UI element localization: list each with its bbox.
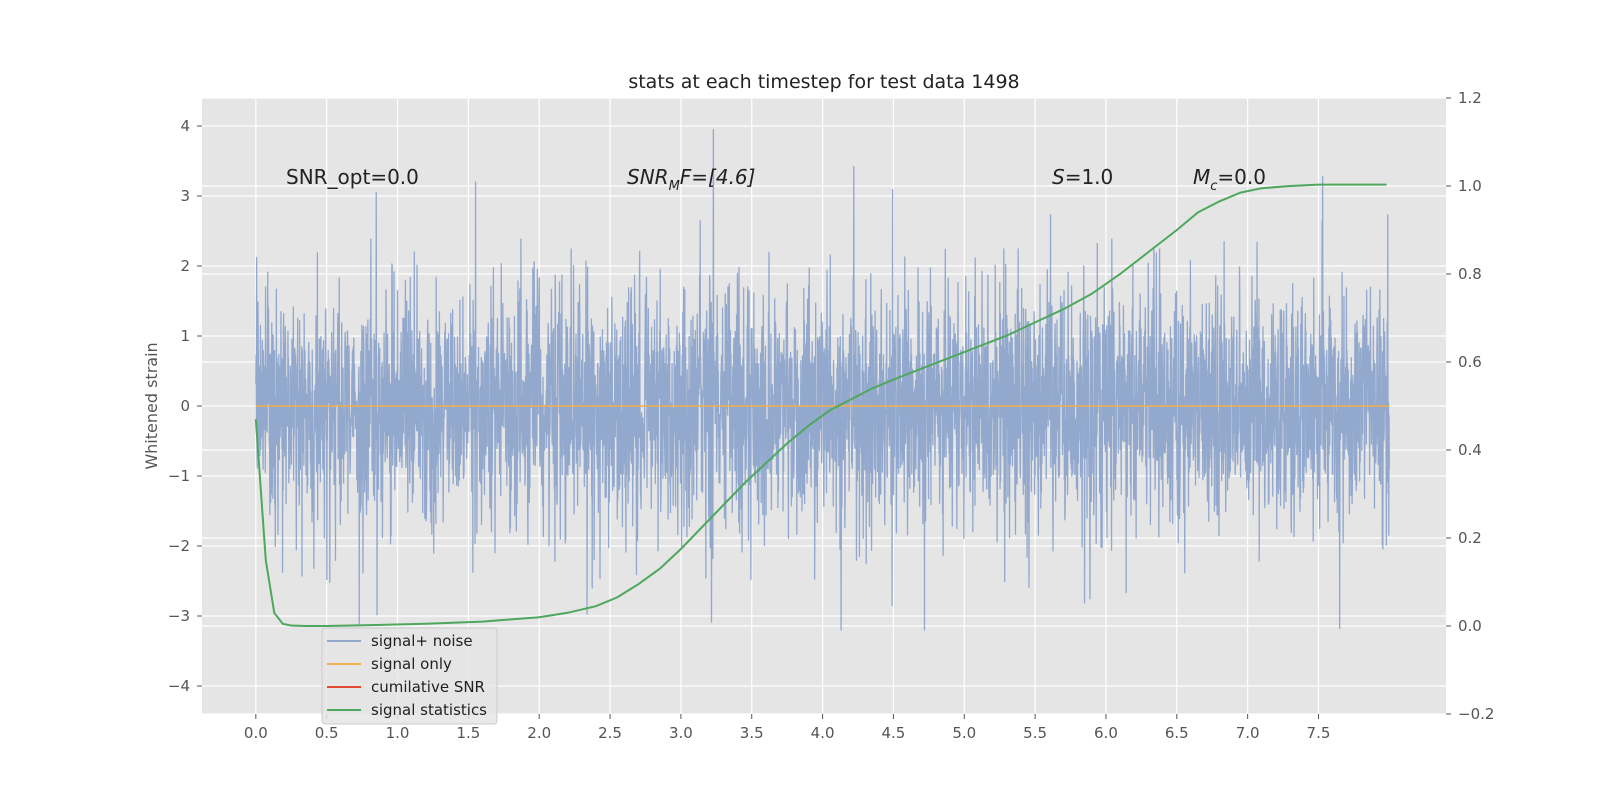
x-tick-label: 7.5 [1307,724,1331,742]
y-tick-label: −2 [168,537,190,555]
x-axis-ticks: 0.0 0.5 1.0 1.5 2.0 2.5 3.0 3.5 4.0 4.5 5.0 5.5 6.0 6… [244,714,1331,742]
y2-tick-label: 0.6 [1458,353,1482,371]
y-axis-label: Whitened strain [142,342,161,469]
y-tick-label: 3 [180,187,190,205]
legend-label-signal-statistics: signal statistics [371,701,487,719]
legend-box [321,627,498,725]
annotation-snr-mf: SNRMF=[4.6] [627,165,755,194]
y2-tick-label: 0.4 [1458,441,1482,459]
annotation-snr-opt: SNR_opt=0.0 [286,165,419,189]
x-tick-label: 6.5 [1165,724,1189,742]
legend-label-signal-noise: signal+ noise [371,632,473,650]
y-tick-label: −4 [168,677,190,695]
x-tick-label: 3.5 [740,724,764,742]
x-tick-label: 0.5 [315,724,339,742]
y-tick-label: −3 [168,607,190,625]
legend: signal+ noise signal only cumilative SNR… [321,627,498,725]
chart-title: stats at each timestep for test data 149… [628,71,1019,93]
signal-noise-series [255,128,1390,631]
y-tick-label: 2 [180,257,190,275]
x-tick-label: 6.0 [1094,724,1118,742]
x-tick-label: 5.5 [1023,724,1047,742]
annotation-mc: Mc=0.0 [1193,165,1266,194]
y-tick-label: 4 [180,117,190,135]
x-tick-label: 2.5 [598,724,622,742]
annotation-s: S=1.0 [1052,165,1113,189]
y2-tick-label: 1.2 [1458,89,1482,107]
y2-tick-label: 1.0 [1458,177,1482,195]
x-tick-label: 7.0 [1236,724,1260,742]
x-tick-label: 1.5 [456,724,480,742]
y2-tick-label: 0.2 [1458,529,1482,547]
series-signal-statistics [254,183,1387,627]
y-axis-ticks: 4 3 2 1 0 −1 −2 −3 −4 [168,117,202,695]
y-tick-label: −1 [168,467,190,485]
series-lines [254,183,1390,627]
y-tick-label: 0 [180,397,190,415]
legend-label-cumilative-snr: cumilative SNR [371,678,485,696]
x-tick-label: 0.0 [244,724,268,742]
x-tick-label: 1.0 [386,724,410,742]
x-tick-label: 4.5 [881,724,905,742]
y2-tick-label: 0.0 [1458,617,1482,635]
series-signal-noise [255,128,1390,631]
x-tick-label: 3.0 [669,724,693,742]
x-tick-label: 2.0 [527,724,551,742]
y-tick-label: 1 [180,327,190,345]
legend-label-signal-only: signal only [371,655,452,673]
y2-tick-label: 0.8 [1458,265,1482,283]
y2-tick-label: −0.2 [1458,705,1494,723]
x-tick-label: 5.0 [952,724,976,742]
x-tick-label: 4.0 [811,724,835,742]
y2-axis-ticks: 1.2 1.0 0.8 0.6 0.4 0.2 0.0 −0.2 [1446,89,1494,723]
